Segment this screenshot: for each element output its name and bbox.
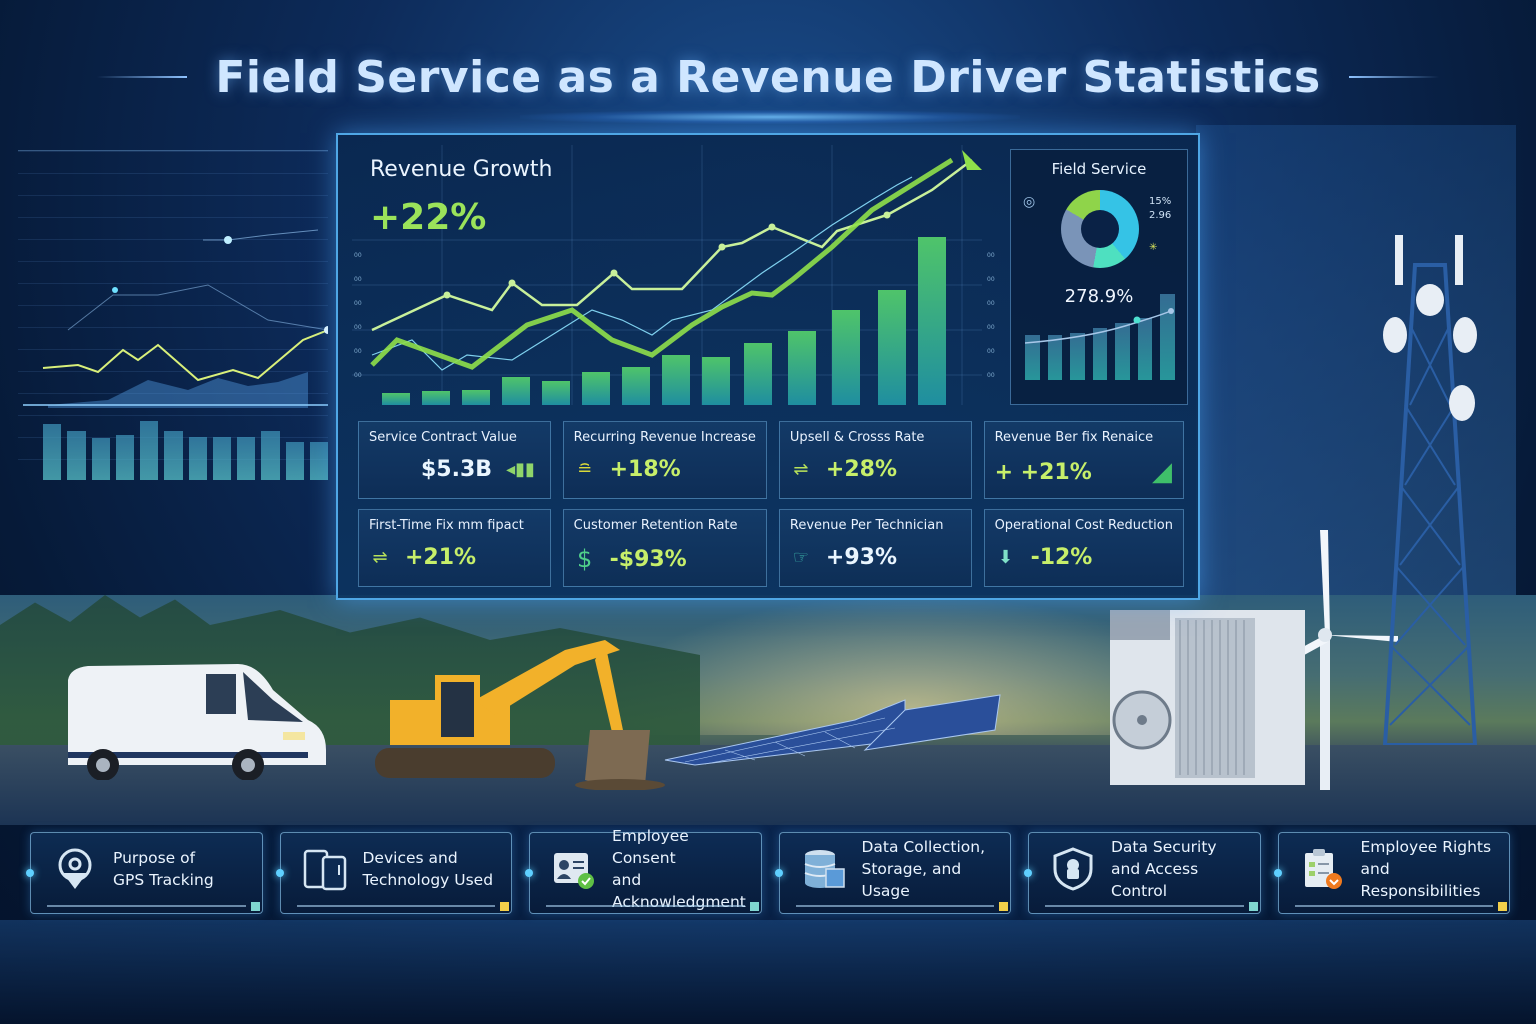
- svg-text:00: 00: [987, 276, 995, 283]
- revenue-growth-panel: 00 00 00 00 00 00 00 00 00 00 00 00 Revenue Grow…: [352, 145, 1002, 407]
- revenue-growth-title: Revenue Growth: [370, 157, 553, 182]
- gauge-icon: ◎: [1023, 194, 1036, 210]
- card-data-security[interactable]: Data Security and Access Control: [1024, 832, 1261, 914]
- card-data-collection[interactable]: Data Collection, Storage, and Usage: [774, 832, 1011, 914]
- header: Field Service as a Revenue Driver Statis…: [0, 42, 1536, 112]
- kpi-service-contract-value: Service Contract Value $5.3B ◂▮▮: [358, 421, 551, 499]
- arrow-bars-icon: ◂▮▮: [506, 459, 535, 480]
- field-service-panel: Field Service ◎ 15% 2.96 ✳ 278.9%: [1010, 149, 1188, 405]
- revenue-growth-value: +22%: [370, 197, 487, 238]
- svg-text:00: 00: [987, 300, 995, 307]
- field-service-side-labels: 15% 2.96 ✳: [1149, 196, 1172, 253]
- line-chart-decor: [23, 229, 328, 408]
- svg-text:00: 00: [354, 372, 362, 379]
- equals-arrows-icon: ⇌: [372, 547, 388, 568]
- solar-panels: [664, 694, 1001, 766]
- decorative-chart-left: [18, 150, 328, 480]
- kpi-operational-cost-reduction: Operational Cost Reduction ⬇ -12%: [983, 509, 1184, 587]
- dollar-icon: $: [576, 545, 593, 573]
- revenue-dashboard: 00 00 00 00 00 00 00 00 00 00 00 00 Revenue Grow…: [336, 133, 1200, 600]
- service-van: [68, 664, 326, 780]
- down-arrow-icon: ⬇: [998, 547, 1014, 568]
- hand-icon: ☞: [792, 547, 809, 568]
- svg-text:00: 00: [354, 276, 362, 283]
- svg-text:00: 00: [987, 252, 995, 259]
- card-devices-technology[interactable]: Devices and Technology Used: [275, 832, 512, 914]
- field-service-title: Field Service: [1051, 160, 1147, 178]
- kpi-first-time-fix-impact: First-Time Fix mm fipact ⇌ +21%: [358, 509, 551, 587]
- database-icon: [804, 850, 845, 888]
- card-employee-rights[interactable]: Employee Rights and Responsibilities: [1273, 832, 1510, 914]
- svg-text:00: 00: [987, 348, 995, 355]
- devices-icon: [303, 849, 346, 891]
- excavator: [375, 640, 665, 790]
- page-title: Field Service as a Revenue Driver Statis…: [215, 51, 1321, 103]
- revenue-growth-chart: 00 00 00 00 00 00 00 00 00 00 00 00: [352, 145, 995, 405]
- svg-text:00: 00: [354, 348, 362, 355]
- cell-tower: [1382, 235, 1478, 745]
- kpi-grid: Service Contract Value $5.3B ◂▮▮ Recurri…: [358, 421, 1184, 587]
- svg-text:00: 00: [987, 372, 995, 379]
- kpi-revenue-per-technician: Revenue Per Technician ☞ +93%: [778, 509, 972, 587]
- bar-chart-decor: [43, 410, 328, 480]
- kpi-upsell-cross-rate: Upsell & Crosss Rate ⇌ +28%: [778, 421, 972, 499]
- title-glow: [520, 110, 1020, 124]
- sparkle-icon: ✳: [1149, 242, 1158, 253]
- field-service-donut-chart: [1061, 190, 1139, 268]
- hvac-unit: [1110, 610, 1305, 785]
- field-service-trend-line: [1025, 308, 1174, 344]
- title-divider-left: [97, 76, 188, 78]
- coins-icon: ≘: [577, 459, 593, 480]
- location-pin-icon: [58, 848, 92, 889]
- title-divider-right: [1348, 76, 1439, 78]
- svg-text:00: 00: [354, 300, 362, 307]
- svg-text:00: 00: [354, 252, 362, 259]
- kpi-customer-retention-rate: Customer Retention Rate $ -$93%: [562, 509, 767, 587]
- kpi-recurring-revenue-increase: Recurring Revenue Increase ≘ +18%: [562, 421, 767, 499]
- card-gps-tracking-purpose[interactable]: Purpose of GPS Tracking: [26, 832, 263, 914]
- field-service-value: 278.9%: [1064, 286, 1134, 307]
- equals-arrows-icon: ⇌: [793, 459, 809, 480]
- clipboard-check-icon: [1304, 849, 1342, 889]
- svg-text:00: 00: [987, 324, 995, 331]
- card-employee-consent[interactable]: Employee Consent and Acknowledgment: [525, 827, 762, 914]
- svg-text:00: 00: [354, 324, 362, 331]
- policy-topics-row: Purpose of GPS Tracking Devices and Tech…: [26, 827, 1510, 914]
- field-service-scene: [0, 235, 1536, 825]
- field-service-bar-chart: [1025, 294, 1176, 380]
- shield-lock-icon: [1053, 847, 1093, 891]
- floor-reflection: [0, 920, 1536, 1024]
- kpi-revenue-per-fix: Revenue Ber fix Renaice + +21% ◢: [983, 421, 1184, 499]
- chart-arrow-icon: ◢: [1152, 457, 1172, 487]
- id-card-check-icon: [554, 853, 594, 889]
